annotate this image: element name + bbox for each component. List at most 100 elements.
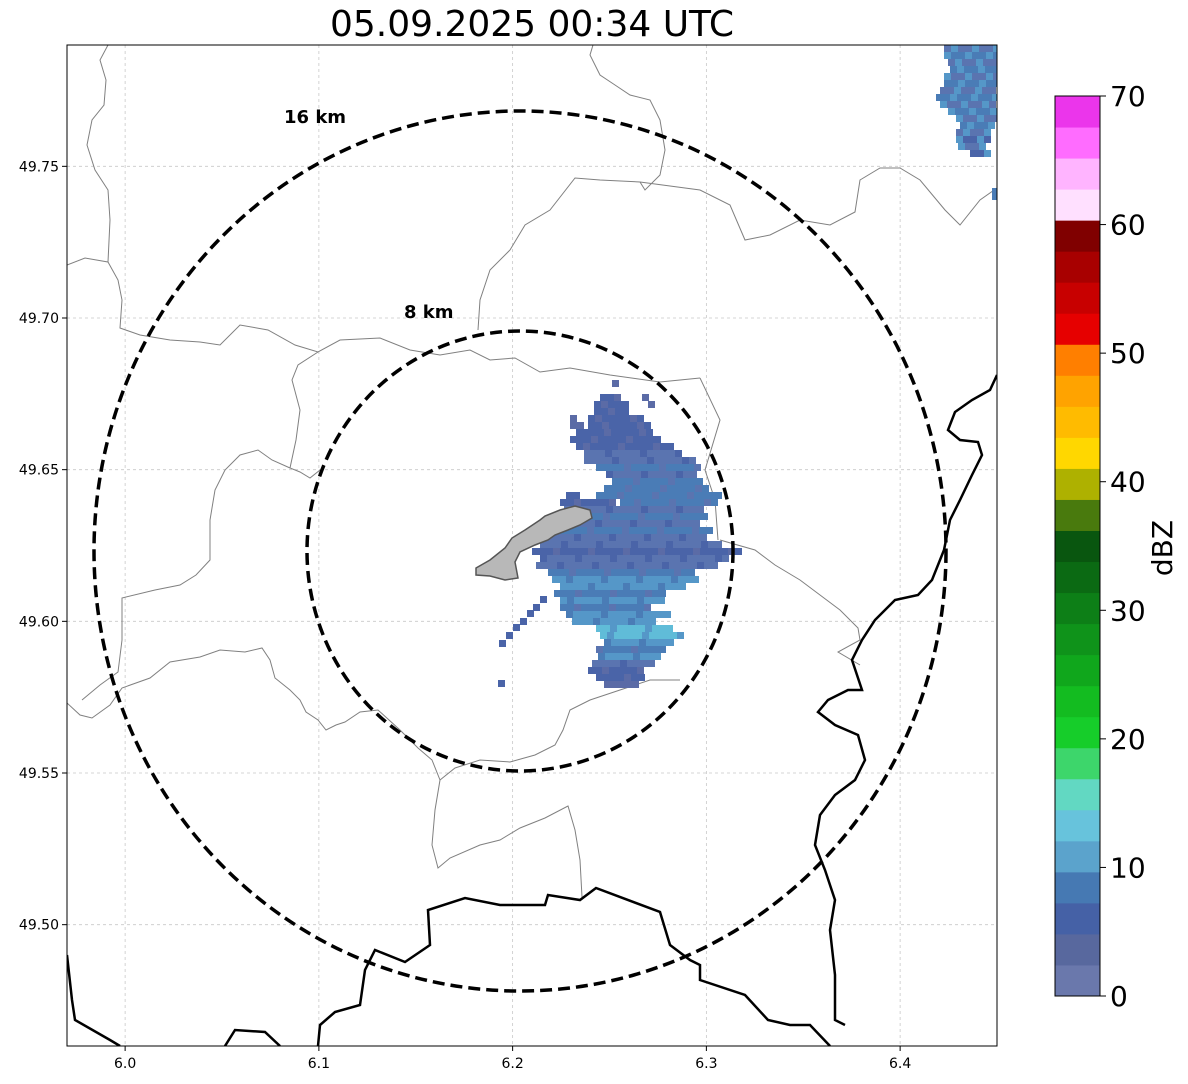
echo-pixel bbox=[569, 569, 576, 576]
echo-pixel bbox=[615, 527, 622, 534]
echo-pixel bbox=[610, 513, 617, 520]
echo-pixel bbox=[676, 562, 683, 569]
echo-pixel bbox=[595, 667, 602, 674]
plot-frame bbox=[66, 44, 998, 1047]
echo-pixel bbox=[665, 583, 672, 590]
echo-pixel bbox=[677, 632, 684, 639]
echo-pixel bbox=[613, 562, 620, 569]
colorbar-segment bbox=[1055, 747, 1100, 780]
echo-pixel bbox=[567, 597, 574, 604]
echo-pixel bbox=[693, 520, 700, 527]
echo-pixel bbox=[611, 443, 618, 450]
lon-tick-label: 6.2 bbox=[501, 1056, 523, 1072]
echo-pixel bbox=[676, 499, 683, 506]
echo-pixel bbox=[605, 450, 612, 457]
echo-pixel bbox=[596, 674, 603, 681]
echo-pixel bbox=[644, 422, 651, 429]
echo-pixel bbox=[648, 562, 655, 569]
echo-pixel bbox=[634, 562, 641, 569]
echo-pixel bbox=[615, 408, 622, 415]
echo-pixel bbox=[580, 576, 587, 583]
echo-pixel bbox=[578, 562, 585, 569]
echo-pixel bbox=[992, 66, 997, 73]
echo-pixel bbox=[633, 457, 640, 464]
echo-pixel bbox=[554, 590, 561, 597]
colorbar-segment bbox=[1055, 251, 1100, 283]
echo-pixel bbox=[954, 101, 961, 108]
echo-pixel bbox=[683, 562, 690, 569]
echo-pixel bbox=[598, 436, 605, 443]
echo-pixel bbox=[956, 129, 963, 136]
echo-pixel bbox=[659, 646, 666, 653]
echo-pixel bbox=[958, 73, 965, 80]
echo-pixel bbox=[662, 562, 669, 569]
echo-pixel bbox=[596, 555, 603, 562]
echo-pixel bbox=[981, 122, 988, 129]
echo-pixel bbox=[609, 548, 616, 555]
echo-pixel bbox=[984, 129, 991, 136]
echo-pixel bbox=[635, 632, 642, 639]
echo-pixel bbox=[588, 667, 595, 674]
echo-pixel bbox=[659, 492, 666, 499]
echo-pixel bbox=[618, 443, 625, 450]
echo-pixel bbox=[540, 555, 547, 562]
echo-pixel bbox=[708, 492, 715, 499]
echo-pixel bbox=[951, 52, 958, 59]
echo-pixel bbox=[628, 618, 635, 625]
echo-pixel bbox=[649, 632, 656, 639]
echo-pixel bbox=[610, 646, 617, 653]
echo-pixel bbox=[572, 618, 579, 625]
echo-pixel bbox=[577, 422, 584, 429]
echo-pixel bbox=[564, 562, 571, 569]
echo-pixel bbox=[637, 548, 644, 555]
echo-pixel bbox=[715, 541, 722, 548]
echo-pixel bbox=[650, 611, 657, 618]
echo-pixel bbox=[660, 639, 667, 646]
echo-pixel bbox=[669, 471, 676, 478]
echo-pixel bbox=[631, 464, 638, 471]
echo-pixel bbox=[955, 108, 962, 115]
echo-pixel bbox=[625, 569, 632, 576]
echo-pixel bbox=[618, 485, 625, 492]
echo-pixel bbox=[961, 87, 968, 94]
echo-pixel bbox=[655, 471, 662, 478]
echo-pixel bbox=[581, 499, 588, 506]
echo-pixel bbox=[623, 604, 630, 611]
echo-pixel bbox=[616, 422, 623, 429]
echo-pixel bbox=[964, 66, 971, 73]
echo-pixel bbox=[617, 541, 624, 548]
echo-pixel bbox=[992, 188, 997, 200]
echo-pixel bbox=[617, 590, 624, 597]
echo-pixel bbox=[977, 129, 984, 136]
echo-pixel bbox=[653, 485, 660, 492]
echo-pixel bbox=[654, 653, 661, 660]
echo-pixel bbox=[686, 534, 693, 541]
echo-pixel bbox=[669, 506, 676, 513]
colorbar-tick-label: 70 bbox=[1110, 80, 1146, 113]
echo-pixel bbox=[603, 674, 610, 681]
echo-pixel bbox=[602, 422, 609, 429]
echo-pixel bbox=[609, 534, 616, 541]
echo-pixel bbox=[630, 597, 637, 604]
echo-pixel bbox=[609, 667, 616, 674]
echo-pixel bbox=[647, 436, 654, 443]
echo-pixel bbox=[571, 562, 578, 569]
lat-tick-label: 49.70 bbox=[19, 311, 59, 327]
echo-pixel bbox=[611, 485, 618, 492]
echo-pixel bbox=[638, 513, 645, 520]
echo-pixel bbox=[678, 527, 685, 534]
echo-pixel bbox=[588, 422, 595, 429]
echo-pixel bbox=[676, 471, 683, 478]
echo-pixel bbox=[652, 625, 659, 632]
admin-boundaries bbox=[67, 45, 997, 898]
echo-pixel bbox=[617, 674, 624, 681]
echo-pixel bbox=[662, 506, 669, 513]
echo-pixel bbox=[631, 555, 638, 562]
lon-tick-label: 6.0 bbox=[114, 1056, 136, 1072]
echo-pixel bbox=[615, 401, 622, 408]
echo-pixel bbox=[619, 478, 626, 485]
echo-pixel bbox=[974, 122, 981, 129]
echo-pixel bbox=[688, 569, 695, 576]
echo-pixel bbox=[604, 681, 611, 688]
echo-pixel bbox=[971, 94, 978, 101]
